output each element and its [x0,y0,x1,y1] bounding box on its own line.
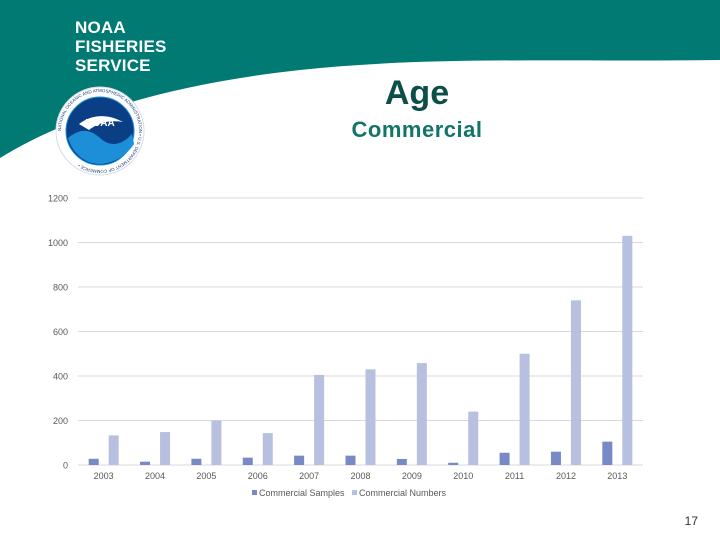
bar-commercial-samples [602,441,613,465]
header-banner [0,0,720,158]
brand-line-2: FISHERIES [75,37,167,56]
noaa-logo: NOAA NATIONAL OCEANIC AND ATMOSPHERIC AD… [55,86,145,176]
y-tick-label: 1200 [48,194,68,204]
x-tick-label: 2008 [350,471,370,481]
bar-commercial-samples [448,462,459,465]
bar-commercial-numbers [365,369,376,465]
bar-commercial-numbers [622,235,633,465]
bar-commercial-numbers [570,300,581,465]
x-tick-label: 2011 [505,471,524,481]
brand-line-3: SERVICE [75,56,151,75]
bar-commercial-numbers [108,435,119,465]
y-tick-label: 800 [53,283,68,293]
bar-commercial-samples [242,457,253,465]
bar-commercial-samples [345,455,356,465]
y-tick-label: 200 [53,416,68,426]
x-tick-label: 2013 [607,471,627,481]
bar-commercial-samples [140,461,151,465]
page-number: 17 [684,514,698,528]
x-tick-label: 2009 [402,471,422,481]
bar-commercial-numbers [160,432,171,465]
bar-commercial-numbers [211,420,222,465]
bar-commercial-numbers [262,433,273,465]
legend-swatch [352,490,357,495]
x-tick-label: 2007 [299,471,319,481]
bar-commercial-samples [550,451,561,465]
legend-label: Commercial Numbers [359,488,447,498]
banner-wave [0,0,720,158]
bar-commercial-numbers [314,374,325,465]
logo-text: NOAA [85,118,114,129]
y-tick-label: 600 [53,327,68,337]
x-tick-label: 2005 [196,471,216,481]
bar-commercial-samples [396,458,407,465]
bar-commercial-samples [88,458,99,465]
x-tick-label: 2012 [556,471,576,481]
x-tick-label: 2004 [145,471,165,481]
noaa-fisheries-wordmark: NOAA FISHERIES SERVICE [75,18,167,75]
bar-commercial-numbers [519,353,530,465]
bar-commercial-samples [294,455,305,465]
bar-commercial-numbers [468,411,479,465]
bar-commercial-numbers [416,363,427,465]
legend-label: Commercial Samples [259,488,345,498]
slide-subtitle: Commercial [351,117,483,142]
x-tick-label: 2003 [94,471,114,481]
age-commercial-chart: 0 200 400 600 800 1000 1200 2003 2004 2005 2006 200… [48,194,643,498]
brand-line-1: NOAA [75,18,126,37]
bar-commercial-samples [499,452,510,465]
legend-swatch [252,490,257,495]
y-tick-label: 400 [53,372,68,382]
x-tick-label: 2010 [453,471,473,481]
x-tick-label: 2006 [248,471,268,481]
y-tick-label: 0 [63,461,68,471]
bar-commercial-samples [191,458,202,465]
y-tick-label: 1000 [48,238,68,248]
slide-title: Age [384,74,450,112]
